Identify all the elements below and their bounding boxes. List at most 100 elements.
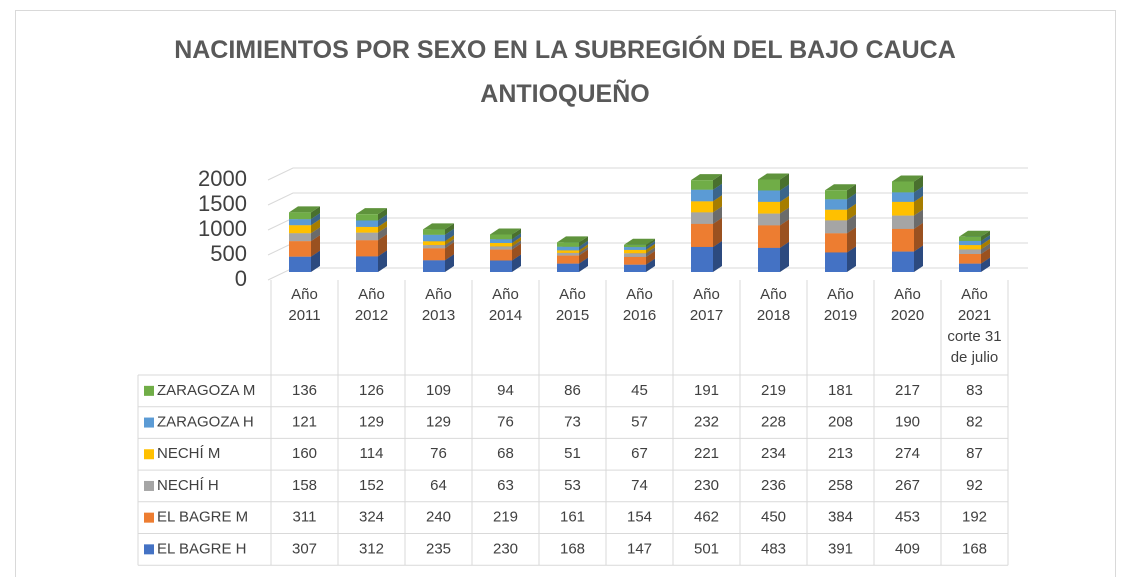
grid-line: [267, 167, 1028, 181]
bar: [423, 260, 445, 272]
bar-side: [445, 235, 454, 246]
bar-side: [646, 241, 655, 250]
bar-side: [311, 235, 320, 257]
bar: [825, 199, 847, 210]
table-value: 158: [292, 477, 317, 494]
table-value: 64: [430, 477, 447, 494]
table-value: 311: [293, 509, 317, 526]
bar: [758, 213, 780, 226]
bar: [959, 245, 981, 250]
bar: [423, 241, 445, 246]
bar-top: [356, 208, 387, 215]
x-tick-label: Año 2013: [421, 286, 456, 324]
bar: [624, 256, 646, 265]
bar: [758, 190, 780, 202]
bar: [490, 246, 512, 250]
bar-side: [445, 223, 454, 235]
y-tick-label: 500: [210, 241, 247, 266]
y-tick-label: 2000: [198, 166, 247, 191]
bar-top: [289, 206, 320, 213]
bar: [959, 240, 981, 246]
table-value: 114: [360, 445, 384, 462]
table-value: 240: [426, 509, 451, 526]
bar-side: [579, 249, 588, 264]
legend-swatch: [144, 417, 154, 428]
bar: [959, 254, 981, 264]
bar: [892, 192, 914, 202]
table-value: 190: [895, 414, 920, 431]
table-value: 274: [895, 445, 920, 462]
bar: [959, 249, 981, 254]
table-value: 181: [828, 382, 853, 399]
bar-side: [311, 250, 320, 272]
bar-side: [713, 217, 722, 247]
table-value: 217: [895, 382, 920, 399]
bar-side: [914, 175, 923, 193]
bar-side: [579, 244, 588, 253]
bar-side: [914, 209, 923, 229]
bar-side: [512, 228, 521, 240]
table-value: 391: [828, 540, 853, 557]
table-value: 191: [694, 382, 719, 399]
bar-side: [311, 219, 320, 234]
bar-side: [713, 183, 722, 202]
chart-title: NACIMIENTOS POR SEXO EN LA SUBREGIÓN DEL…: [174, 36, 956, 108]
bar: [289, 256, 311, 272]
bar: [289, 241, 311, 257]
bar-side: [445, 254, 454, 272]
x-tick-label: Año 2019: [823, 286, 858, 324]
bar: [624, 249, 646, 254]
bar: [758, 247, 780, 272]
bar: [289, 219, 311, 226]
bar-side: [981, 230, 990, 241]
bar-side: [847, 227, 856, 253]
bar-side: [378, 234, 387, 257]
bar: [356, 220, 378, 227]
bar-side: [914, 222, 923, 252]
bar-side: [914, 245, 923, 272]
y-tick-label: 1500: [198, 191, 247, 216]
table-value: 208: [828, 414, 853, 431]
bar-side: [847, 203, 856, 221]
bar-side: [713, 206, 722, 224]
table-value: 53: [564, 477, 581, 494]
x-tick-box: Año 2020: [891, 286, 924, 324]
bar-side: [847, 184, 856, 200]
bar-side: [914, 186, 923, 202]
legend-label: NECHÍ M: [157, 445, 220, 462]
table-value: 213: [828, 445, 853, 462]
bar-side: [646, 258, 655, 272]
table-value: 462: [694, 509, 719, 526]
bar-side: [981, 248, 990, 264]
bar-side: [579, 240, 588, 251]
table-value: 160: [292, 445, 317, 462]
table-value: 136: [292, 382, 317, 399]
table-value: 92: [966, 477, 983, 494]
bar-side: [981, 234, 990, 246]
table-value: 168: [962, 540, 987, 557]
table-value: 129: [426, 414, 451, 431]
x-tick-box: Año 2019: [823, 286, 858, 324]
bar-side: [378, 220, 387, 233]
bar: [825, 252, 847, 272]
table-value: 219: [493, 509, 518, 526]
bar: [825, 209, 847, 221]
table-value: 126: [359, 382, 384, 399]
table-value: 63: [497, 477, 514, 494]
bar-top: [892, 175, 923, 182]
bar-top: [825, 184, 856, 191]
table-value: 384: [828, 509, 853, 526]
bar: [825, 190, 847, 200]
table-value: 450: [761, 509, 786, 526]
bar-top: [758, 173, 789, 180]
bar-side: [512, 254, 521, 272]
table-value: 76: [430, 445, 447, 462]
table-value: 76: [497, 414, 514, 431]
bar-side: [780, 173, 789, 191]
table-value: 94: [497, 382, 514, 399]
table-value: 324: [359, 509, 384, 526]
bar-side: [646, 238, 655, 248]
bar: [691, 223, 713, 247]
bar-side: [445, 228, 454, 242]
x-tick-box: Año 2013: [421, 286, 456, 324]
